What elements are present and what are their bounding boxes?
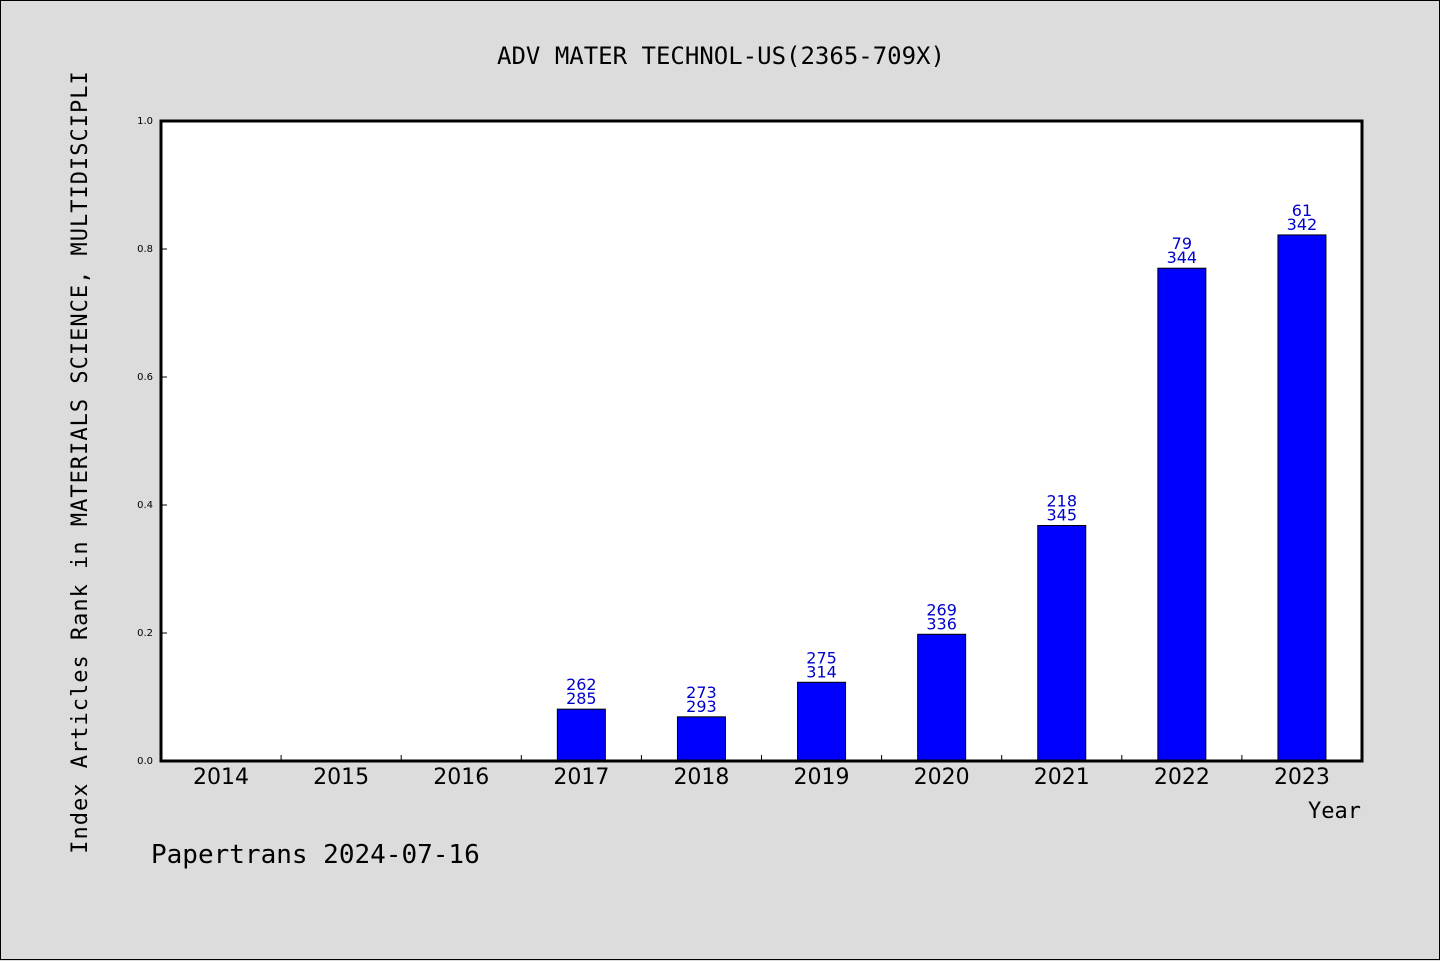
bar-2020 (917, 633, 967, 762)
bar-label-top: 218 (1046, 491, 1077, 510)
bar-label-top: 275 (806, 648, 837, 667)
bar-label-bottom: 293 (686, 697, 717, 716)
y-tick-label: 0.2 (137, 628, 153, 639)
x-tick-label: 2014 (193, 765, 249, 790)
y-tick-label: 0.4 (137, 500, 153, 511)
y-tick-label: 0.8 (137, 244, 153, 255)
x-tick-label: 2020 (914, 765, 970, 790)
bar-label-bottom: 345 (1046, 505, 1077, 524)
bar-2021 (1037, 524, 1087, 762)
bars-layer (556, 234, 1327, 762)
x-axis-label: Year (1308, 799, 1361, 824)
x-tick-label: 2017 (553, 765, 609, 790)
x-tick-label: 2015 (313, 765, 369, 790)
bar-label-top: 262 (566, 675, 597, 694)
y-axis-label: Index Articles Rank in MATERIALS SCIENCE… (68, 70, 93, 853)
y-tick-label: 0.0 (137, 756, 153, 767)
bar-2022 (1157, 267, 1207, 762)
x-tick-label: 2018 (673, 765, 729, 790)
bar-label-bottom: 285 (566, 689, 597, 708)
bar-2019 (797, 681, 847, 762)
bar-label-bottom: 314 (806, 662, 837, 681)
x-tick-label: 2019 (794, 765, 850, 790)
x-tick-label: 2022 (1154, 765, 1210, 790)
bar-label-bottom: 342 (1287, 215, 1318, 234)
bar-label-top: 269 (926, 600, 957, 619)
bar-label-bottom: 344 (1167, 248, 1198, 267)
x-tick-label: 2021 (1034, 765, 1090, 790)
y-tick-label: 0.6 (137, 372, 153, 383)
bar-label-top: 79 (1172, 234, 1192, 253)
bar-2017 (556, 708, 606, 762)
bar-label-bottom: 336 (926, 614, 957, 633)
bar-label-top: 61 (1292, 201, 1312, 220)
y-axis-ticks: 0.0 0.2 0.4 0.6 0.8 1.0 (137, 116, 167, 767)
bar-label-top: 273 (686, 683, 717, 702)
x-tick-label: 2016 (433, 765, 489, 790)
bar-2018 (676, 716, 726, 762)
x-tick-label: 2023 (1274, 765, 1330, 790)
x-axis-ticks: 2014 2015 2016 2017 2018 2019 2020 2021 2022 2023 (193, 755, 1330, 790)
footer-credit: Papertrans 2024-07-16 (151, 840, 480, 870)
bar-2023 (1277, 234, 1327, 762)
chart-title: ADV MATER TECHNOL-US(2365-709X) (497, 42, 945, 70)
y-tick-label: 1.0 (137, 116, 153, 127)
